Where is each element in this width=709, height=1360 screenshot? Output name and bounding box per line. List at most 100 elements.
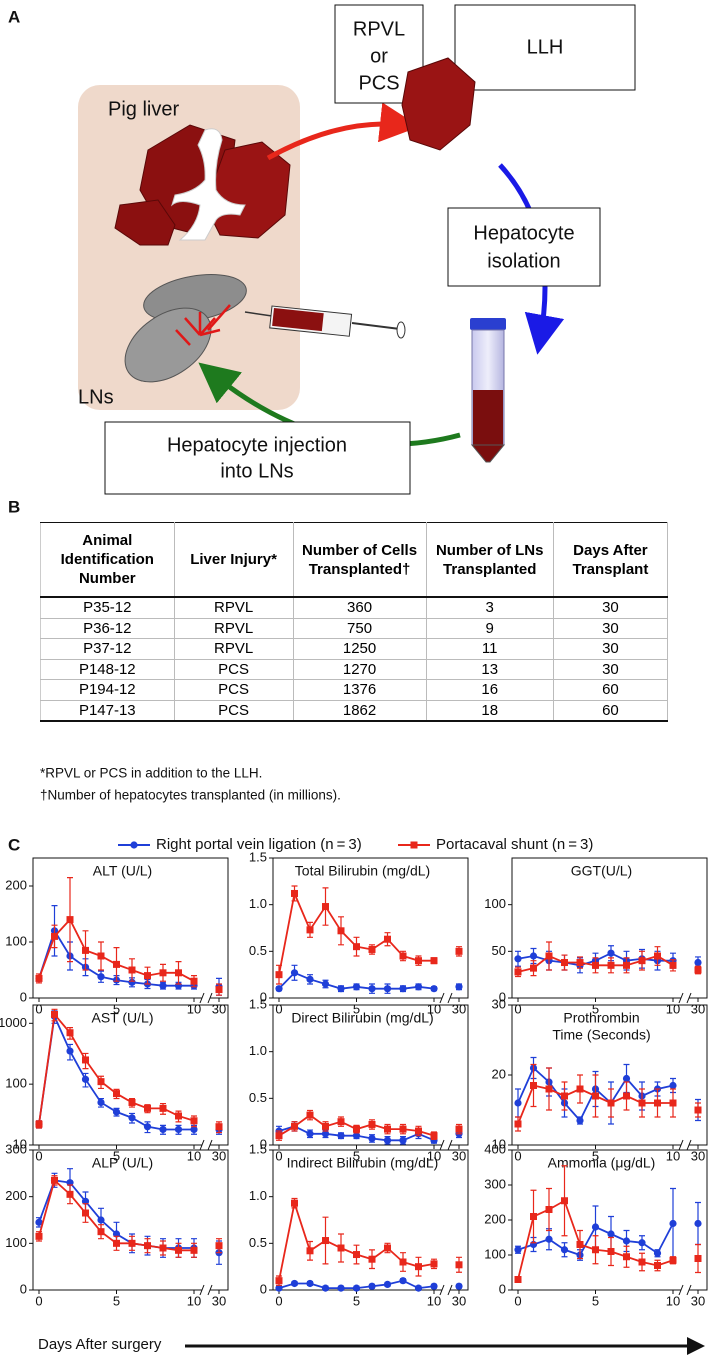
- marker: [353, 943, 360, 951]
- marker: [384, 1125, 391, 1133]
- box-text: Hepatocyte: [473, 222, 574, 244]
- header-cell: Liver Injury*: [173, 522, 294, 598]
- marker: [545, 1206, 553, 1213]
- marker: [694, 1106, 702, 1114]
- marker: [514, 968, 522, 976]
- cell: 30: [552, 618, 669, 639]
- marker: [306, 975, 314, 983]
- marker: [622, 1237, 631, 1245]
- marker: [306, 1247, 314, 1255]
- y-tick-label: 300: [5, 1141, 27, 1156]
- footnote: *RPVL or PCS in addition to the LLH.: [40, 766, 262, 781]
- panel-label: B: [8, 497, 20, 516]
- y-tick-label: 10: [13, 1136, 27, 1151]
- marker: [383, 1280, 392, 1288]
- marker: [66, 916, 74, 924]
- y-tick-label: 300: [484, 1176, 506, 1191]
- footnote: †Number of hepatocytes transplanted (in …: [40, 788, 341, 803]
- cell: 360: [292, 597, 427, 619]
- marker: [128, 966, 136, 974]
- marker: [399, 1136, 407, 1144]
- marker: [190, 1125, 198, 1134]
- marker: [694, 1219, 702, 1228]
- chart-title: Prothrombin: [563, 1010, 639, 1026]
- axis-break: [207, 1139, 213, 1151]
- y-tick-label: 200: [5, 877, 27, 892]
- cell: 9: [425, 618, 554, 639]
- x-tick-label: 30: [452, 1293, 466, 1308]
- marker: [368, 1282, 376, 1290]
- marker: [607, 1248, 615, 1255]
- marker: [353, 1125, 360, 1133]
- cell: P148-12: [40, 659, 175, 680]
- marker: [384, 1244, 391, 1252]
- chart-title: ALP (U/L): [92, 1155, 153, 1171]
- series-line: [518, 1068, 698, 1121]
- x-tick-label: 10: [187, 1293, 201, 1308]
- chart-frame: [272, 857, 469, 999]
- y-tick-label: 1000: [0, 1015, 27, 1030]
- marker: [66, 1029, 74, 1037]
- axis-break: [686, 1284, 692, 1296]
- x-tick-label: 0: [514, 1293, 521, 1308]
- marker: [561, 959, 568, 967]
- marker: [290, 1279, 299, 1288]
- cell: P147-13: [40, 700, 175, 722]
- cell: 3: [425, 597, 554, 619]
- marker: [623, 1253, 630, 1261]
- chart-frame: [272, 1149, 469, 1291]
- marker: [591, 1223, 600, 1231]
- x-tick-label: 5: [113, 1148, 120, 1163]
- box-text: Hepatocyte injection: [167, 434, 347, 456]
- marker: [623, 1092, 630, 1100]
- axis-break: [199, 1284, 205, 1296]
- marker: [321, 980, 330, 988]
- marker: [455, 1261, 463, 1269]
- marker: [352, 1284, 361, 1292]
- marker: [399, 1258, 407, 1266]
- marker: [622, 1074, 631, 1083]
- y-tick-label: 100: [484, 896, 506, 911]
- x-tick-label: 30: [212, 1001, 226, 1016]
- marker: [175, 1112, 182, 1120]
- marker: [368, 1120, 376, 1128]
- marker: [275, 971, 283, 979]
- header-cell: Number of LNs Transplanted: [425, 522, 554, 598]
- marker: [275, 985, 283, 993]
- marker: [128, 978, 136, 986]
- x-tick-label: 5: [592, 1001, 599, 1016]
- marker: [529, 952, 538, 960]
- chart-frame: [32, 1149, 229, 1291]
- header-cell: Animal Identification Number: [40, 522, 175, 598]
- marker: [113, 960, 120, 968]
- chart-title: Ammonia (μg/dL): [548, 1155, 656, 1171]
- cell: 18: [425, 700, 554, 722]
- cell: P194-12: [40, 679, 175, 701]
- marker: [130, 841, 138, 849]
- chart-title: GGT(U/L): [571, 863, 632, 879]
- y-tick-label: 1.0: [249, 1188, 267, 1203]
- marker: [35, 1120, 43, 1128]
- marker: [337, 985, 345, 993]
- cell: PCS: [173, 700, 294, 722]
- marker: [291, 1122, 298, 1130]
- axis-break: [199, 992, 205, 1004]
- marker: [352, 1132, 361, 1140]
- marker: [669, 1219, 677, 1228]
- chart-title: ALT (U/L): [93, 863, 152, 879]
- marker: [113, 1090, 120, 1098]
- y-tick-label: 0: [20, 1281, 27, 1296]
- marker: [174, 1125, 183, 1134]
- marker: [399, 1277, 407, 1285]
- header-cell: Days After Transplant: [552, 522, 669, 598]
- marker: [144, 1242, 151, 1250]
- marker: [66, 1190, 74, 1198]
- axis-break: [207, 992, 213, 1004]
- cell: 30: [552, 659, 669, 680]
- header-cell: Number of Cells Transplanted†: [292, 522, 427, 598]
- cell: RPVL: [173, 638, 294, 660]
- marker: [97, 1098, 105, 1107]
- y-tick-label: 0: [260, 989, 267, 1004]
- syringe: [244, 305, 406, 339]
